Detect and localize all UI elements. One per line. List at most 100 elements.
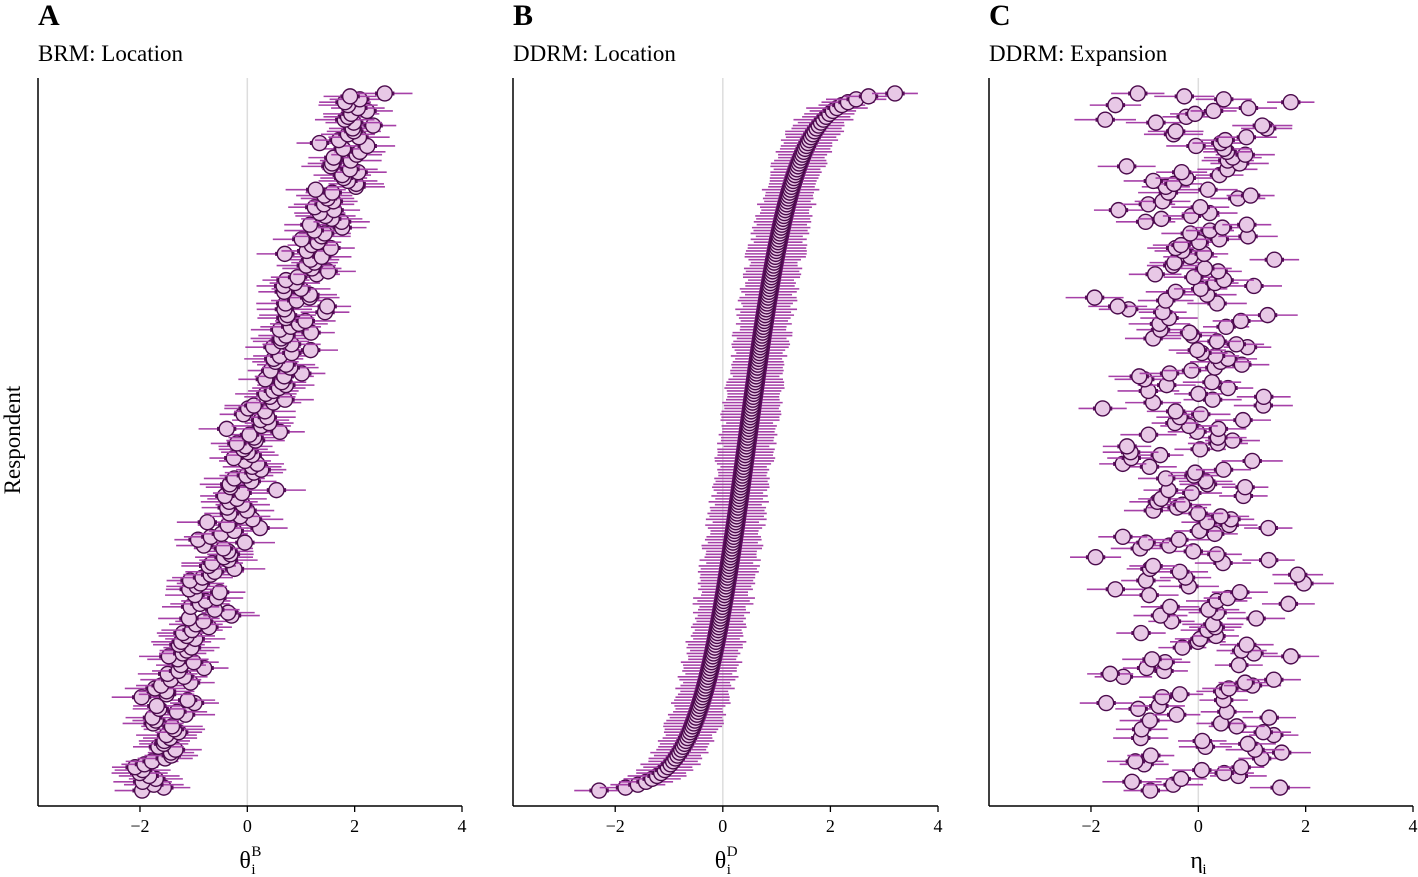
- point-estimate: [1174, 639, 1191, 656]
- point-estimate: [1186, 464, 1204, 481]
- data-point: [1115, 721, 1168, 738]
- point-estimate: [1217, 318, 1235, 335]
- point-estimate: [1181, 324, 1198, 341]
- point-estimate: [1196, 260, 1214, 277]
- data-point: [1152, 706, 1201, 723]
- point-estimate: [319, 298, 336, 315]
- data-point: [1154, 88, 1215, 105]
- y-axis-label: Respondent: [0, 385, 25, 494]
- data-point: [1272, 566, 1324, 583]
- data-point: [1227, 610, 1286, 627]
- point-estimate: [1183, 484, 1200, 502]
- data-point: [1202, 680, 1256, 697]
- point-estimate: [1265, 671, 1283, 688]
- point-estimate: [1230, 656, 1248, 674]
- data-point: [1156, 164, 1208, 181]
- x-tick-label: 2: [1301, 816, 1310, 836]
- x-tick-label: 0: [718, 816, 727, 836]
- data-point: [1218, 674, 1272, 691]
- data-point: [1173, 505, 1224, 522]
- point-estimate: [1129, 85, 1146, 102]
- point-estimate: [1214, 219, 1231, 236]
- data-point: [1169, 464, 1221, 481]
- data-point: [1161, 324, 1218, 341]
- data-point: [1214, 656, 1263, 674]
- data-point: [1187, 295, 1247, 312]
- point-estimate: [297, 312, 314, 330]
- data-point: [307, 239, 355, 257]
- data-point: [1078, 400, 1127, 417]
- point-estimate: [1170, 531, 1188, 548]
- point-estimate: [1261, 709, 1278, 726]
- point-estimate: [1086, 289, 1103, 306]
- data-point: [1193, 333, 1242, 350]
- point-estimate: [218, 420, 235, 438]
- point-estimate: [1087, 549, 1104, 566]
- panel-c: C DDRM: Expansion −2 0 2 4 η i: [988, 0, 1418, 877]
- point-estimate: [1244, 452, 1261, 470]
- point-estimate: [1140, 586, 1158, 604]
- point-estimate: [199, 514, 216, 531]
- data-point: [146, 703, 208, 720]
- point-estimate: [1228, 336, 1245, 353]
- point-estimate: [1137, 534, 1155, 551]
- data-point: [198, 420, 255, 438]
- point-estimate: [1240, 99, 1257, 117]
- point-estimate: [1204, 391, 1221, 408]
- point-estimate: [1182, 225, 1199, 242]
- point-estimate: [301, 216, 319, 233]
- point-estimate: [1157, 470, 1174, 487]
- point-estimate: [1190, 385, 1207, 403]
- data-point: [1174, 441, 1226, 458]
- panel-label: C: [989, 0, 1011, 32]
- point-estimate: [1259, 306, 1276, 324]
- data-point: [1127, 747, 1175, 764]
- x-tick-label: 2: [350, 816, 359, 836]
- point-estimate: [1260, 519, 1277, 537]
- point-estimate: [1107, 581, 1124, 598]
- point-estimate: [293, 231, 310, 248]
- point-estimate: [1199, 181, 1217, 198]
- data-point: [1177, 601, 1240, 618]
- data-point: [1244, 519, 1293, 537]
- data-point: [1190, 420, 1247, 438]
- point-estimate: [1146, 266, 1164, 283]
- point-estimate: [1189, 505, 1207, 522]
- point-estimate: [1145, 172, 1162, 190]
- point-estimate: [307, 181, 324, 198]
- point-estimate: [1168, 706, 1185, 723]
- data-point: [1102, 438, 1152, 455]
- x-tick-label: 0: [243, 816, 252, 836]
- point-estimate: [1143, 651, 1161, 668]
- data-point: [1246, 671, 1301, 688]
- x-axis-label-superscript: B: [251, 844, 261, 860]
- point-estimate: [1154, 689, 1171, 706]
- point-estimate: [1131, 368, 1148, 385]
- data-point: [1139, 365, 1200, 382]
- data-point: [1249, 251, 1300, 268]
- data-point: [1219, 99, 1277, 117]
- x-tick-label: 4: [458, 816, 467, 836]
- x-axis-label-subscript: i: [251, 862, 255, 877]
- point-estimate: [163, 718, 181, 735]
- data-point: [1261, 595, 1315, 613]
- point-estimate: [341, 88, 359, 105]
- point-estimate: [1238, 216, 1256, 233]
- point-estimate: [1118, 438, 1136, 455]
- point-estimate: [211, 584, 228, 601]
- data-point: [1140, 598, 1200, 615]
- point-estimate: [1189, 341, 1206, 359]
- data-point: [1226, 187, 1275, 204]
- point-estimate: [1114, 528, 1132, 545]
- point-estimate: [1205, 102, 1222, 120]
- data-point: [1123, 172, 1184, 190]
- data-point: [1123, 534, 1169, 551]
- panel-b: B DDRM: Location −2 0 2 4 θ iD: [512, 0, 943, 877]
- data-point: [270, 269, 325, 286]
- data-point: [1174, 385, 1223, 403]
- point-estimate: [133, 689, 150, 706]
- data-point: [1087, 665, 1134, 683]
- data-point: [1086, 581, 1144, 598]
- panel-label: A: [38, 0, 60, 32]
- point-estimate: [1127, 753, 1144, 770]
